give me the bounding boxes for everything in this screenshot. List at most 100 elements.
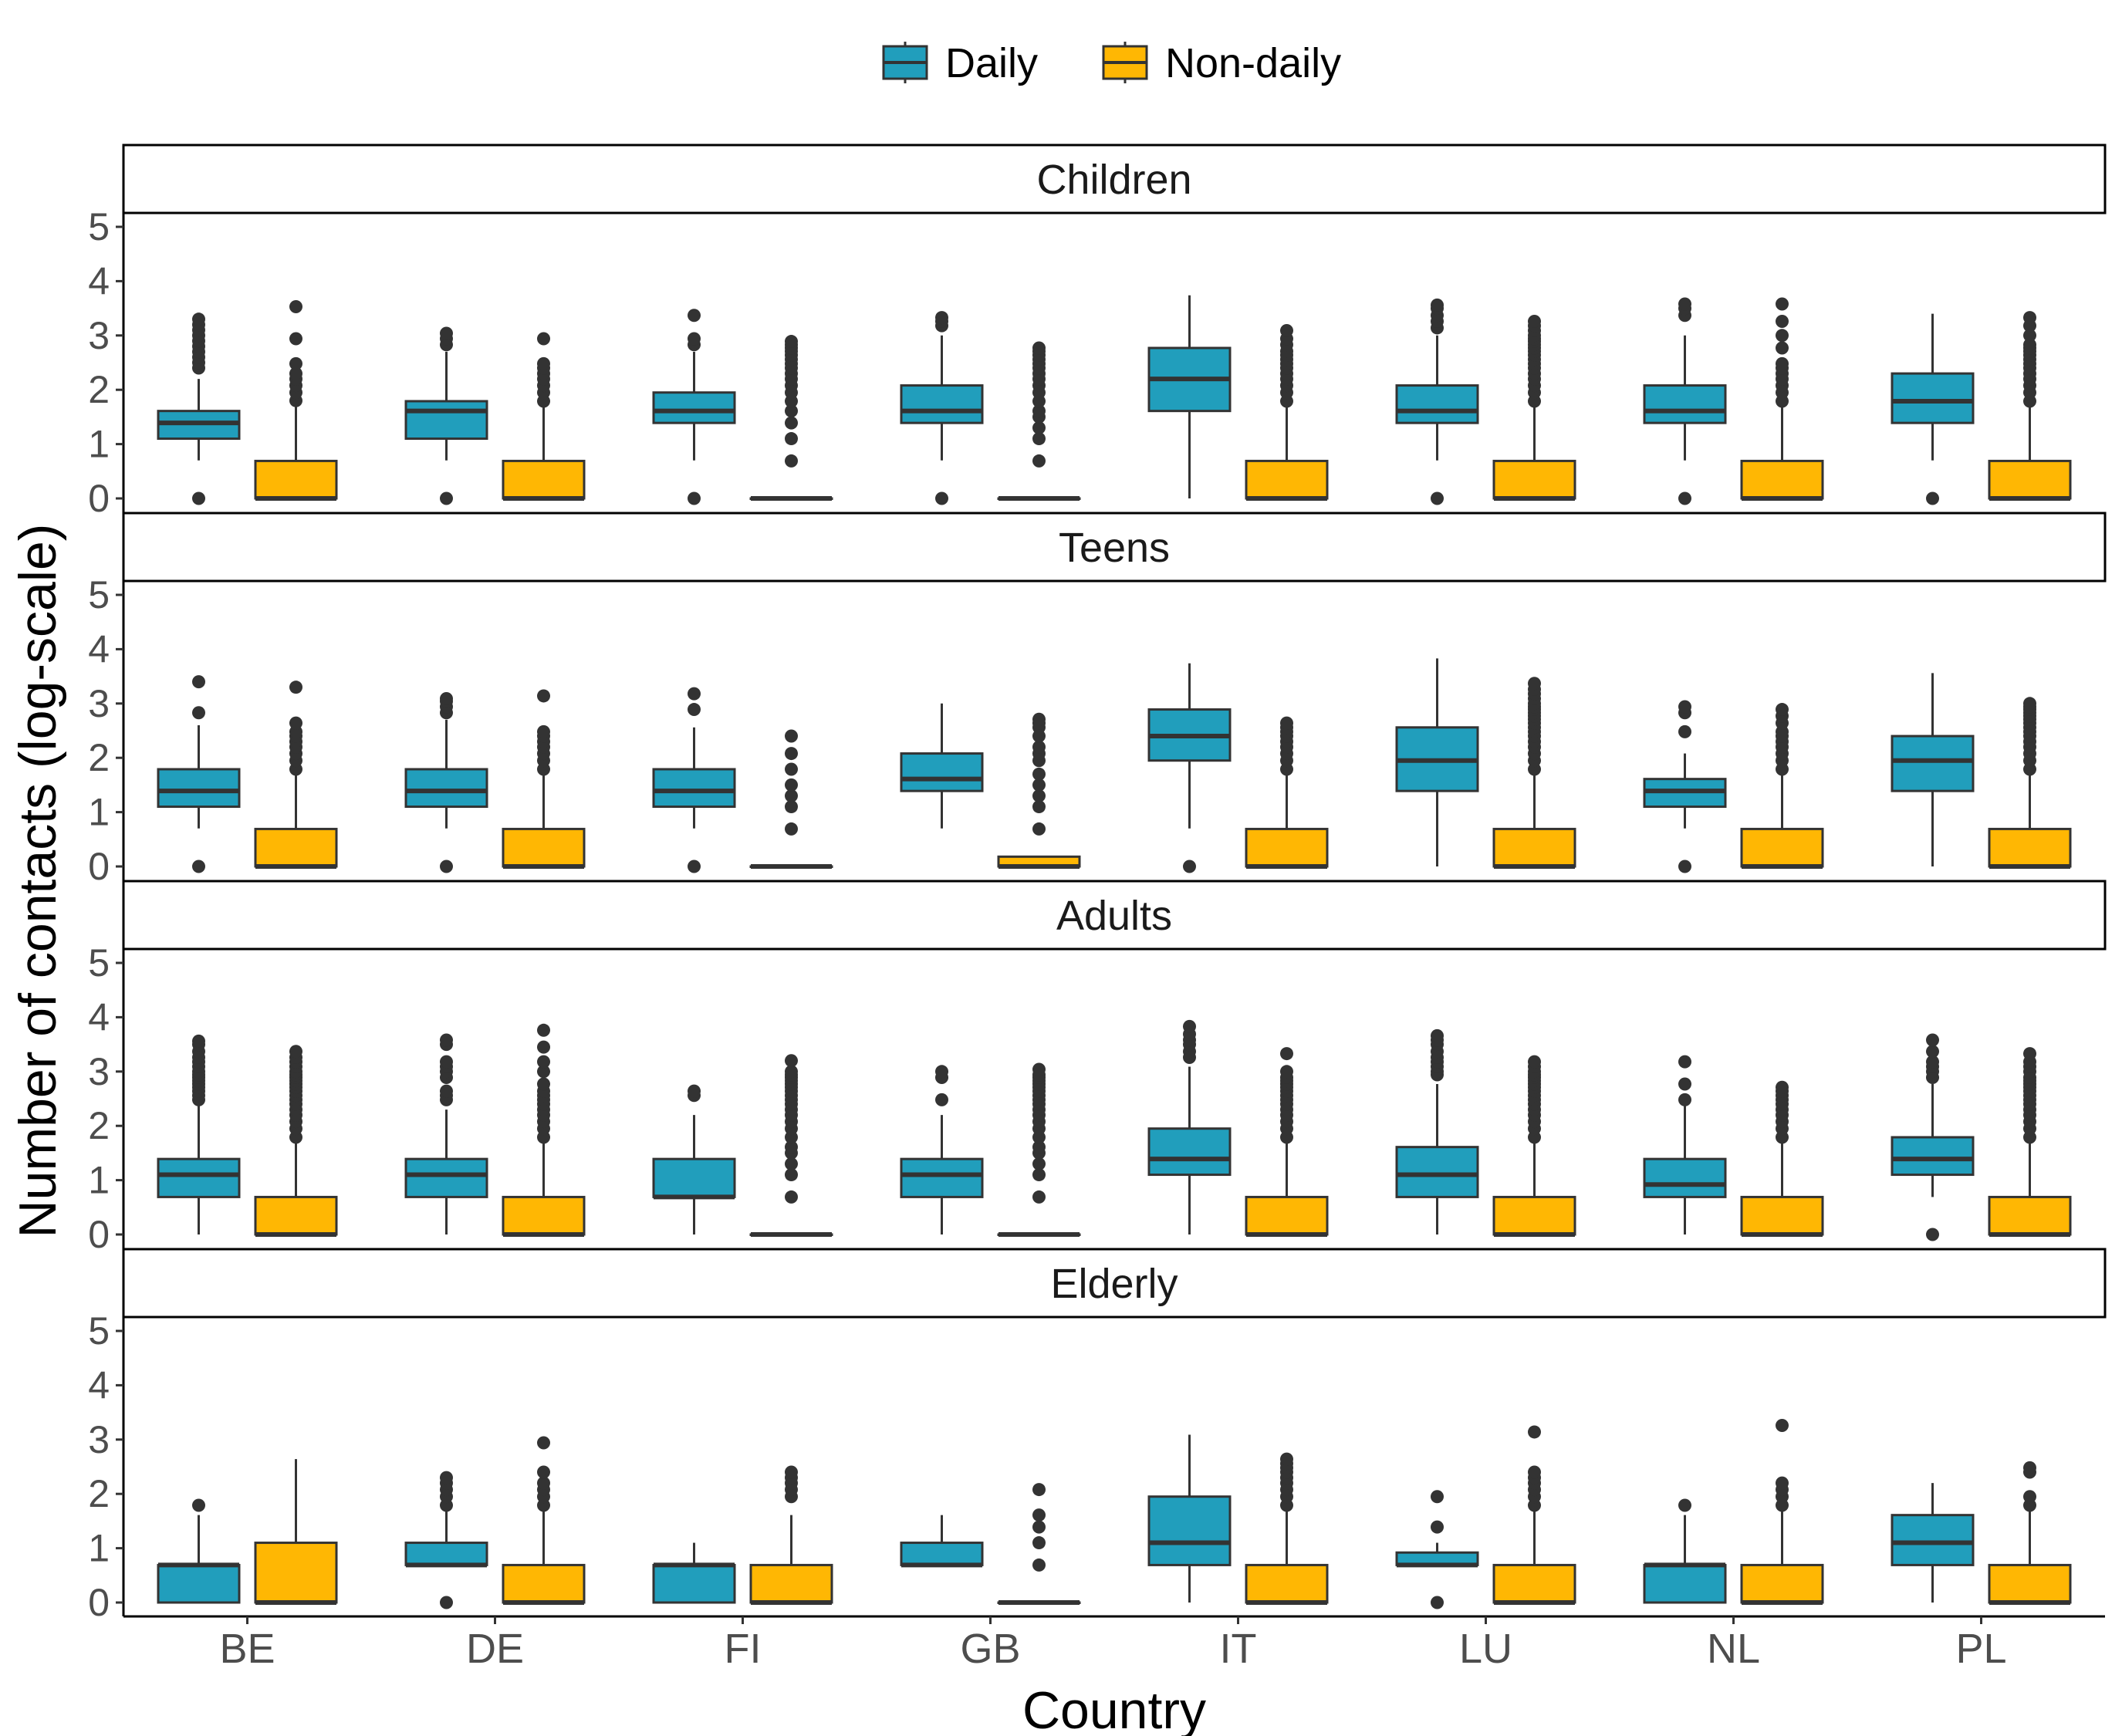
box-body [900,1157,984,1198]
outlier-point [1032,767,1046,781]
box-body [404,400,488,441]
box-nl-non-daily [1740,703,1824,869]
outlier-point [440,491,453,505]
outlier-point [1032,1508,1046,1522]
y-tick-label: 3 [88,1418,110,1461]
box-body [157,1157,241,1198]
y-tick-label: 1 [88,791,110,834]
outlier-point [192,706,205,720]
outlier-point [1032,1157,1046,1170]
outlier-point [440,1055,453,1069]
outlier-point [785,747,798,761]
outlier-point [688,332,701,346]
outlier-point [1032,822,1046,836]
box-body [652,768,736,809]
panels: Children012345Teens012345Adults012345Eld… [88,144,2107,1624]
outlier-point [537,689,550,703]
y-tick-label: 1 [88,1159,110,1202]
box-body [1245,827,1329,868]
box-body [652,391,736,424]
box-nl-non-daily [1740,297,1824,501]
box-body [1988,459,2072,500]
box-it-daily [1147,1019,1232,1234]
box-body [1988,1563,2072,1604]
box-body [1492,1195,1576,1236]
box-gb-non-daily [997,1062,1081,1237]
outlier-point [1776,297,1789,311]
box-gb-daily [900,311,984,505]
box-gb-non-daily [997,341,1081,501]
outlier-point [440,860,453,873]
box-be-daily [157,1498,241,1604]
outlier-point [1183,860,1196,873]
box-body [404,1157,488,1198]
outlier-point [289,681,302,694]
x-tick-label: GB [960,1626,1020,1672]
panel-elderly: Elderly 0 1 2 3 4 5 [88,1248,2107,1624]
box-body [404,1542,488,1566]
y-tick-label: 2 [88,368,110,411]
box-body [254,459,338,500]
box-body [1891,372,1975,424]
box-body [1492,459,1576,500]
box-be-non-daily [254,1045,338,1237]
outlier-point [537,1436,550,1450]
outlier-point [688,687,701,701]
outlier-point [785,762,798,776]
box-it-daily [1147,663,1232,873]
outlier-point [2023,329,2036,343]
outlier-point [688,1084,701,1098]
outlier-point [537,1465,550,1479]
box-body [900,1542,984,1566]
outlier-point [192,860,205,873]
y-tick-label: 2 [88,736,110,779]
outlier-point [785,778,798,792]
box-body [1643,1563,1727,1604]
box-body [1643,1157,1727,1198]
outlier-point [785,1190,798,1204]
outlier-point [1032,341,1046,355]
y-tick-label: 2 [88,1472,110,1515]
outlier-point [1528,677,1541,691]
outlier-point [440,1596,453,1609]
legend-item-non-daily: Non-daily [1102,40,1341,86]
outlier-point [1926,1033,1939,1047]
box-it-non-daily [1245,1452,1329,1605]
outlier-point [1926,1055,1939,1069]
outlier-point [1032,1062,1046,1076]
strip-box [122,512,2107,583]
outlier-point [440,1033,453,1047]
outlier-point [1032,800,1046,814]
box-body [1147,1495,1232,1566]
outlier-point [537,1065,550,1079]
outlier-point [785,335,798,349]
box-gb-daily [900,1065,984,1234]
y-tick-label: 0 [88,845,110,888]
outlier-point [1776,1418,1789,1432]
y-tick-label: 0 [88,477,110,520]
box-lu-daily [1395,1490,1479,1609]
outlier-point [1280,323,1293,337]
outlier-point [785,432,798,446]
outlier-point [1280,1047,1293,1061]
box-body [157,768,241,809]
box-fi-non-daily [749,1465,833,1605]
box-body [1988,1195,2072,1236]
legend-item-daily: Daily [882,40,1038,86]
box-body [404,768,488,809]
box-be-non-daily [254,299,338,501]
outlier-point [1032,420,1046,434]
outlier-point [785,729,798,743]
panel-children: Children 0 1 2 3 4 5 [88,144,2107,520]
y-tick-label: 5 [88,1309,110,1353]
outlier-point [537,356,550,370]
y-tick-label: 2 [88,1104,110,1147]
outlier-point [537,1476,550,1490]
box-lu-non-daily [1492,1055,1576,1237]
outlier-point [192,1498,205,1512]
outlier-point [1926,1045,1939,1059]
outlier-point [440,691,453,705]
box-de-non-daily [502,1023,586,1237]
box-be-daily [157,1034,241,1234]
